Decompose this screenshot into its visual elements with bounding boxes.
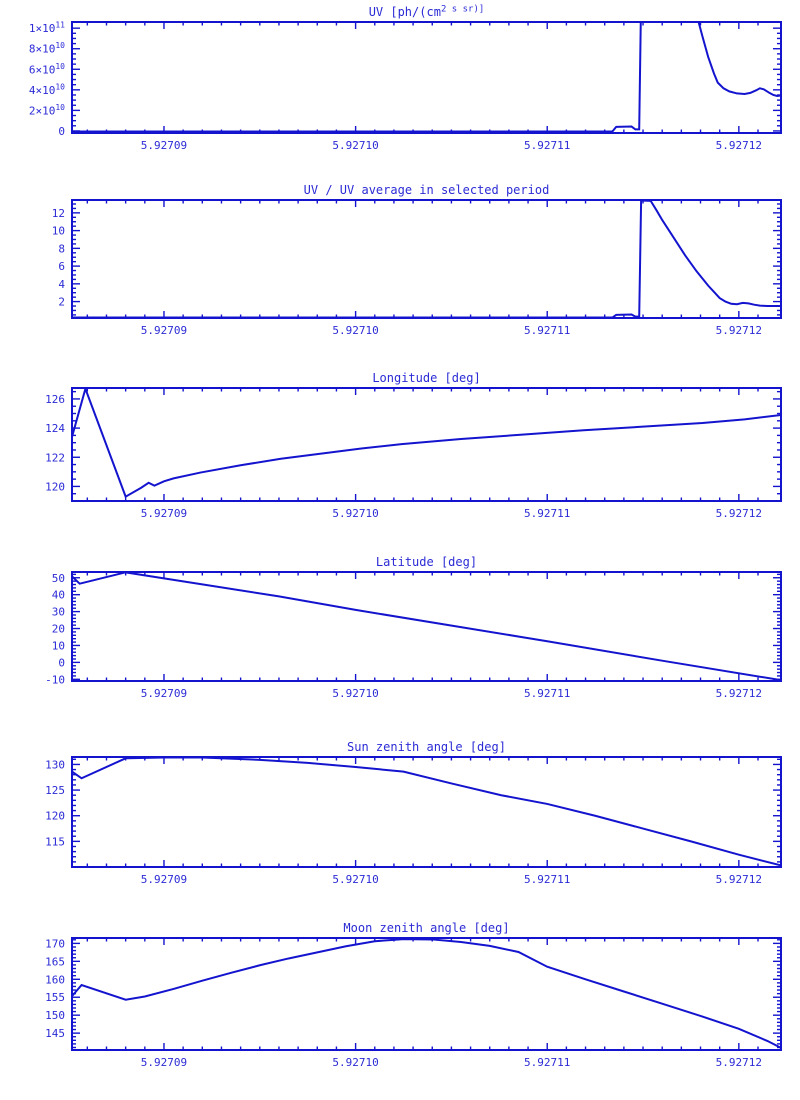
y-tick-label: 6×1010 — [29, 62, 65, 77]
y-tick-label: 0 — [58, 656, 65, 669]
y-tick-label: 12 — [52, 207, 65, 220]
x-tick-label: 5.92710 — [332, 687, 378, 700]
y-tick-label: 160 — [45, 973, 65, 986]
x-tick-label: 5.92710 — [332, 873, 378, 886]
y-tick-label: 8×1010 — [29, 41, 65, 56]
x-tick-label: 5.92711 — [524, 139, 570, 152]
chart-panel-5: Moon zenith angle [deg] 5.92709 5.92710 5.9… — [45, 921, 782, 1069]
chart-title: Latitude [deg] — [376, 555, 477, 569]
x-tick-label: 5.92712 — [716, 873, 762, 886]
plot-frame — [71, 21, 782, 134]
plot-frame — [71, 937, 782, 1051]
x-tick-label: 5.92709 — [141, 1056, 187, 1069]
x-tick-label: 5.92711 — [524, 324, 570, 337]
x-tick-label: 5.92712 — [716, 507, 762, 520]
x-tick-label: 5.92709 — [141, 139, 187, 152]
plot-frame — [71, 571, 782, 682]
x-tick-label: 5.92710 — [332, 139, 378, 152]
chart-panel-3: Latitude [deg] 5.92709 5.92710 5.92711 5.927… — [45, 555, 782, 700]
y-tick-label: 10 — [52, 639, 65, 652]
x-tick-label: 5.92712 — [716, 139, 762, 152]
y-tick-label: 122 — [45, 451, 65, 464]
x-tick-label: 5.92712 — [716, 687, 762, 700]
data-line — [72, 388, 781, 499]
y-tick-label: 170 — [45, 937, 65, 950]
x-tick-label: 5.92712 — [716, 1056, 762, 1069]
x-tick-label: 5.92709 — [141, 687, 187, 700]
data-line — [72, 938, 781, 1049]
y-tick-label: 20 — [52, 623, 65, 636]
x-tick-label: 5.92711 — [524, 873, 570, 886]
y-tick-label: 130 — [45, 758, 65, 771]
x-tick-label: 5.92712 — [716, 324, 762, 337]
chart-title: Sun zenith angle [deg] — [347, 740, 506, 754]
plot-frame — [71, 199, 782, 319]
x-tick-label: 5.92710 — [332, 1056, 378, 1069]
y-tick-label: 30 — [52, 606, 65, 619]
y-tick-label: 10 — [52, 225, 65, 238]
y-tick-label: 120 — [45, 480, 65, 493]
data-line — [72, 757, 781, 867]
plot-frame — [71, 756, 782, 868]
chart-panel-4: Sun zenith angle [deg] 5.92709 5.92710 5.92… — [45, 740, 782, 886]
data-line — [72, 200, 781, 318]
chart-title: Moon zenith angle [deg] — [343, 921, 509, 935]
x-tick-label: 5.92709 — [141, 873, 187, 886]
y-tick-label: 165 — [45, 955, 65, 968]
y-tick-label: 2 — [58, 296, 65, 309]
data-line — [72, 572, 781, 681]
x-tick-label: 5.92709 — [141, 507, 187, 520]
y-tick-label: 115 — [45, 835, 65, 848]
y-tick-label: 8 — [58, 242, 65, 255]
x-tick-label: 5.92709 — [141, 324, 187, 337]
chart-title: Longitude [deg] — [372, 371, 480, 385]
x-tick-label: 5.92711 — [524, 507, 570, 520]
y-tick-label: -10 — [45, 673, 65, 686]
y-tick-label: 6 — [58, 260, 65, 273]
y-tick-label: 2×1010 — [29, 103, 65, 118]
y-tick-label: 1×1011 — [29, 21, 65, 36]
x-tick-label: 5.92711 — [524, 1056, 570, 1069]
data-line — [72, 22, 781, 133]
y-tick-label: 4 — [58, 278, 65, 291]
y-tick-label: 4×1010 — [29, 82, 65, 97]
chart-panel-2: Longitude [deg] 5.92709 5.92710 5.92711 5.92… — [45, 371, 782, 520]
chart-title: UV / UV average in selected period — [304, 183, 550, 197]
y-tick-label: 145 — [45, 1027, 65, 1040]
y-tick-label: 126 — [45, 393, 65, 406]
chart-panel-1: UV / UV average in selected period 5.9270… — [52, 183, 782, 337]
y-tick-label: 0 — [58, 125, 65, 138]
chart-panel-0: UV [ph/(cm2 s sr)] 5.92709 5.92710 5.92711 5… — [29, 5, 782, 152]
y-tick-label: 125 — [45, 784, 65, 797]
y-tick-label: 40 — [52, 589, 65, 602]
x-tick-label: 5.92710 — [332, 324, 378, 337]
x-tick-label: 5.92711 — [524, 687, 570, 700]
y-tick-label: 155 — [45, 991, 65, 1004]
y-tick-label: 50 — [52, 572, 65, 585]
plot-frame — [71, 387, 782, 502]
x-tick-label: 5.92710 — [332, 507, 378, 520]
chart-title: UV [ph/(cm2 s sr)] — [369, 5, 485, 20]
y-tick-label: 120 — [45, 810, 65, 823]
y-tick-label: 150 — [45, 1009, 65, 1022]
y-tick-label: 124 — [45, 422, 65, 435]
